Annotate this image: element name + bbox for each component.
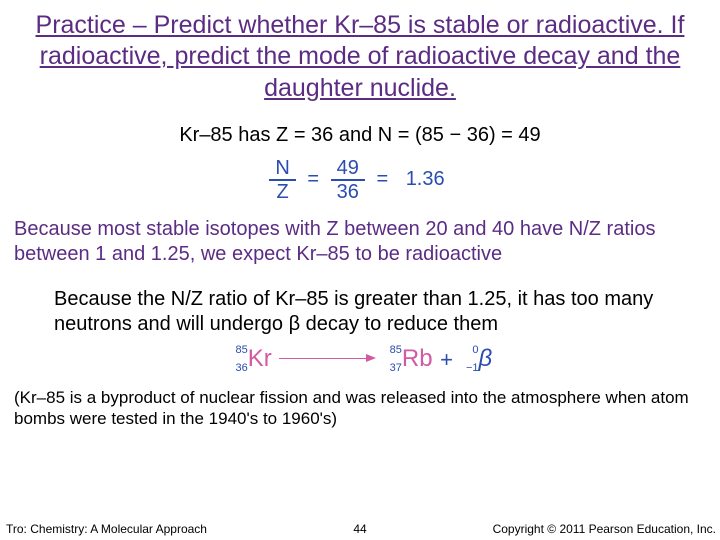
plus-sign: +	[438, 347, 455, 373]
product-mass: 85	[390, 345, 402, 356]
ratio-num-val: 49	[331, 157, 365, 181]
decay-equation: 85 36 Kr 85 37 Rb + 0 −1 β	[0, 347, 720, 373]
reactant-mass: 85	[235, 345, 247, 356]
beta-z: −1	[466, 363, 479, 374]
reactant-symbol: Kr	[248, 345, 272, 372]
ratio-equation: N Z = 49 36 = 1.36	[0, 157, 720, 203]
beta-mass: 0	[472, 345, 478, 356]
given-line: Kr–85 has Z = 36 and N = (85 − 36) = 49	[0, 124, 720, 147]
conclusion-1: Because most stable isotopes with Z betw…	[0, 217, 720, 267]
ratio-result: 1.36	[400, 168, 451, 191]
reaction-arrow-icon	[279, 358, 374, 359]
conclusion-2: Because the N/Z ratio of Kr–85 is greate…	[0, 287, 720, 337]
slide-title: Practice – Predict whether Kr–85 is stab…	[0, 0, 720, 106]
reactant-z: 36	[235, 363, 247, 374]
ratio-num-label: N	[269, 157, 295, 181]
footnote: (Kr–85 is a byproduct of nuclear fission…	[0, 387, 720, 430]
ratio-den-val: 36	[331, 181, 365, 203]
product-z: 37	[390, 363, 402, 374]
product-symbol: Rb	[402, 345, 433, 372]
ratio-den-label: Z	[269, 181, 295, 203]
beta-symbol: β	[479, 345, 493, 372]
footer-right: Copyright © 2011 Pearson Education, Inc.	[493, 522, 716, 536]
